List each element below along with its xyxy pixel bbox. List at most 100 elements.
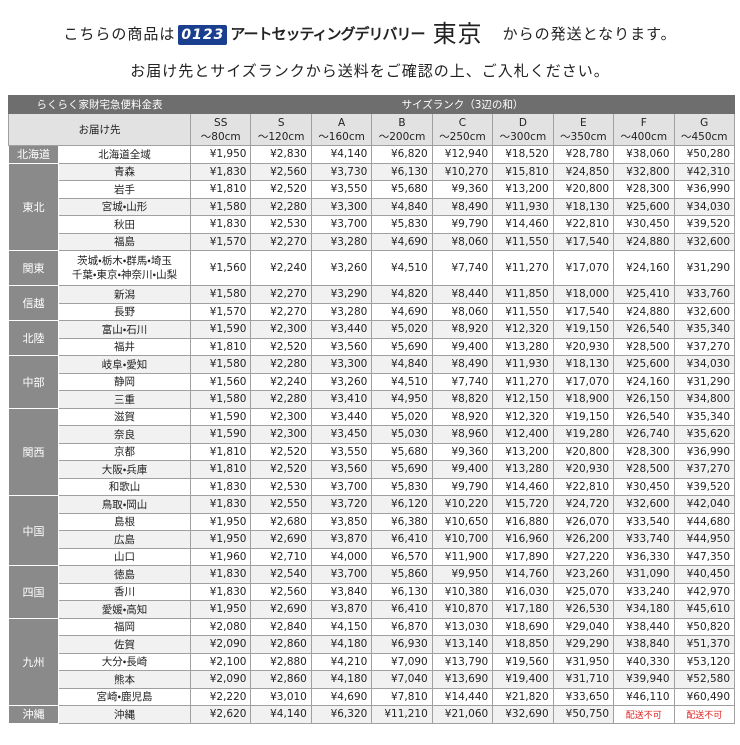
price: ¥5,020 [371,320,433,339]
price: ¥13,280 [492,460,554,479]
rate-row: 熊本 ¥2,090 ¥2,860 ¥4,180 ¥7,040 ¥13,690 ¥19,400… [9,670,735,689]
price: ¥37,270 [673,337,735,356]
destination-line: 京都 [114,446,135,459]
price: ¥60,490 [673,687,735,706]
price: ¥3,700 [310,477,373,496]
destination: 岩手 [58,180,191,199]
destination: 青森 [58,162,191,181]
price: ¥32,600 [673,232,735,251]
rate-row: 九州 福岡 ¥2,080 ¥2,840 ¥4,150 ¥6,870 ¥13,030 ¥18,6… [8,617,735,706]
price: ¥2,680 [250,512,312,531]
size-range: ～250cm [439,130,486,143]
price: ¥4,210 [310,652,373,671]
destination-line: 島根 [114,516,135,529]
destination: 秋田 [58,215,191,234]
price: ¥3,560 [310,337,373,356]
price: ¥1,830 [189,162,252,181]
price: ¥5,830 [371,215,433,234]
price: ¥5,030 [371,425,433,444]
price: ¥1,590 [189,407,252,426]
price: ¥6,130 [371,582,433,601]
size-rank: D [518,116,527,129]
size-rank: F [640,116,647,129]
price: ¥4,820 [371,285,433,304]
price: ¥25,070 [552,582,615,601]
price: ¥8,490 [431,197,494,216]
price: ¥8,060 [431,302,494,321]
price: ¥1,580 [189,285,252,304]
price: ¥25,410 [613,285,675,304]
price: ¥3,730 [310,162,373,181]
price: ¥32,600 [673,302,735,321]
price: ¥2,240 [250,372,312,391]
destination: 島根 [58,512,191,531]
price: ¥3,260 [310,250,373,286]
price: ¥30,450 [613,215,675,234]
size-range: ～80cm [200,130,241,143]
header: こちらの商品は 0123 アートセッティングデリバリー 東京 からの発送となります。 お… [0,0,740,92]
price: ¥39,940 [613,670,675,689]
price: ¥13,200 [492,442,554,461]
price: ¥6,380 [371,512,433,531]
region: 東北 [8,162,59,251]
price: ¥26,540 [613,320,675,339]
price: ¥2,220 [189,687,252,706]
price: ¥1,950 [189,600,252,619]
price: ¥6,320 [310,705,373,724]
price: ¥2,520 [250,337,312,356]
price: ¥4,510 [371,372,433,391]
price: ¥24,720 [552,495,615,514]
region: 北海道 [8,145,59,164]
price: ¥2,880 [250,652,312,671]
price: ¥20,800 [552,442,615,461]
price: ¥52,580 [673,670,735,689]
price: ¥17,890 [492,547,554,566]
rate-row: 大阪・兵庫 ¥1,810 ¥2,520 ¥3,560 ¥5,690 ¥9,400 ¥13,2… [9,460,735,479]
rate-row: 静岡 ¥1,560 ¥2,240 ¥3,260 ¥4,510 ¥7,740 ¥11,270 ¥… [9,372,735,391]
price: ¥14,460 [492,477,554,496]
destination-line: 大阪・兵庫 [101,463,148,476]
rate-row: 大分・長崎 ¥2,100 ¥2,880 ¥4,210 ¥7,090 ¥13,790 ¥19,… [9,652,735,671]
price: ¥1,950 [189,512,252,531]
destination: 福井 [58,337,191,356]
price: ¥10,270 [431,162,494,181]
price: ¥37,270 [673,460,735,479]
destination: 滋賀 [58,407,191,426]
price: ¥2,270 [250,302,312,321]
size-column: SS ～80cm [189,113,252,146]
destination-line: 富山・石川 [101,323,148,336]
price: ¥11,270 [492,372,554,391]
price: ¥18,130 [552,197,615,216]
price: ¥2,090 [189,635,252,654]
price: ¥42,310 [673,162,735,181]
price: ¥3,560 [310,460,373,479]
price: ¥16,880 [492,512,554,531]
price: ¥6,410 [371,600,433,619]
instruction: お届け先とサイズランクから送料をご確認の上、ご入札ください。 [130,62,610,80]
destination: 和歌山 [58,477,191,496]
price: ¥15,720 [492,495,554,514]
price: ¥50,750 [552,705,615,724]
destination: 熊本 [58,670,191,689]
price: ¥10,650 [431,512,494,531]
size-range: ～200cm [378,130,426,143]
price: ¥9,950 [431,565,494,584]
origin-line: こちらの商品は 0123 アートセッティングデリバリー 東京 からの発送となります。 [0,14,740,49]
price: ¥24,880 [613,232,675,251]
price: ¥2,280 [250,355,312,374]
price: ¥36,330 [613,547,675,566]
rate-row: 三重 ¥1,580 ¥2,280 ¥3,410 ¥4,950 ¥8,820 ¥12,150 ¥… [9,390,735,409]
destination-line: 佐賀 [114,638,135,651]
rate-row: 中国 鳥取・岡山 ¥1,830 ¥2,550 ¥3,720 ¥6,120 ¥10,220 ¥1… [8,495,735,566]
price: ¥13,280 [492,337,554,356]
region: 中国 [8,495,59,566]
destination-line: 山口 [114,551,135,564]
price: ¥35,340 [673,407,735,426]
destination-line: 滋賀 [114,411,135,424]
destination: 愛媛・高知 [58,600,191,619]
size-range: ～300cm [499,130,547,143]
rate-row: 岩手 ¥1,810 ¥2,520 ¥3,550 ¥5,680 ¥9,360 ¥13,200 ¥… [9,180,735,199]
price: ¥33,740 [613,530,675,549]
size-column: A ～160cm [310,113,373,146]
price: ¥33,540 [613,512,675,531]
